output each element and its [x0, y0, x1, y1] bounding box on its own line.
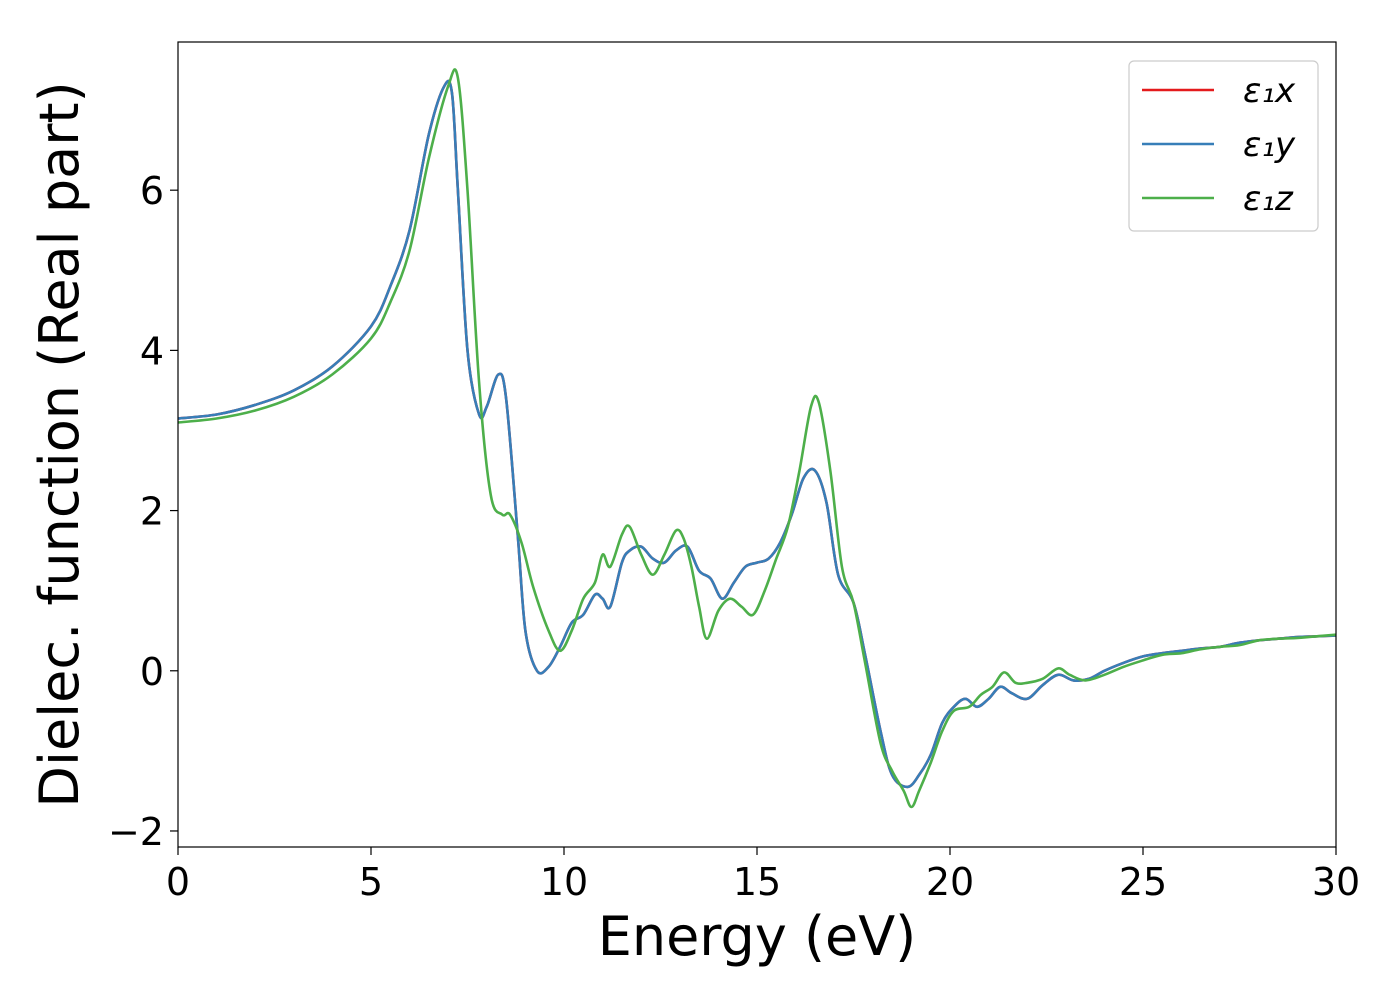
x-tick-label: 30 — [1312, 860, 1360, 904]
x-axis-title: Energy (eV) — [598, 905, 917, 968]
y-tick-label: 2 — [140, 490, 164, 534]
x-tick-label: 25 — [1119, 860, 1167, 904]
y-tick-label: 4 — [140, 329, 164, 373]
x-tick-label: 10 — [540, 860, 588, 904]
x-axis: 0 5 10 15 20 25 30 — [166, 847, 1360, 904]
y-axis-title: Dielec. function (Real part) — [28, 81, 91, 807]
y-axis: −2 0 2 4 6 — [108, 169, 178, 854]
x-tick-label: 5 — [359, 860, 383, 904]
y-tick-label: 0 — [140, 650, 164, 694]
y-tick-label: −2 — [108, 810, 164, 854]
series-line-2 — [178, 68, 1336, 809]
y-tick-label: 6 — [140, 169, 164, 213]
legend-label: ε₁y — [1243, 125, 1296, 165]
legend: ε₁x ε₁y ε₁z — [1128, 60, 1319, 232]
legend-label: ε₁x — [1243, 71, 1296, 111]
x-tick-label: 0 — [166, 860, 190, 904]
plot-layer — [178, 68, 1336, 809]
x-tick-label: 15 — [733, 860, 781, 904]
legend-box — [1128, 60, 1319, 232]
legend-label: ε₁z — [1243, 179, 1294, 219]
x-tick-label: 20 — [926, 860, 974, 904]
